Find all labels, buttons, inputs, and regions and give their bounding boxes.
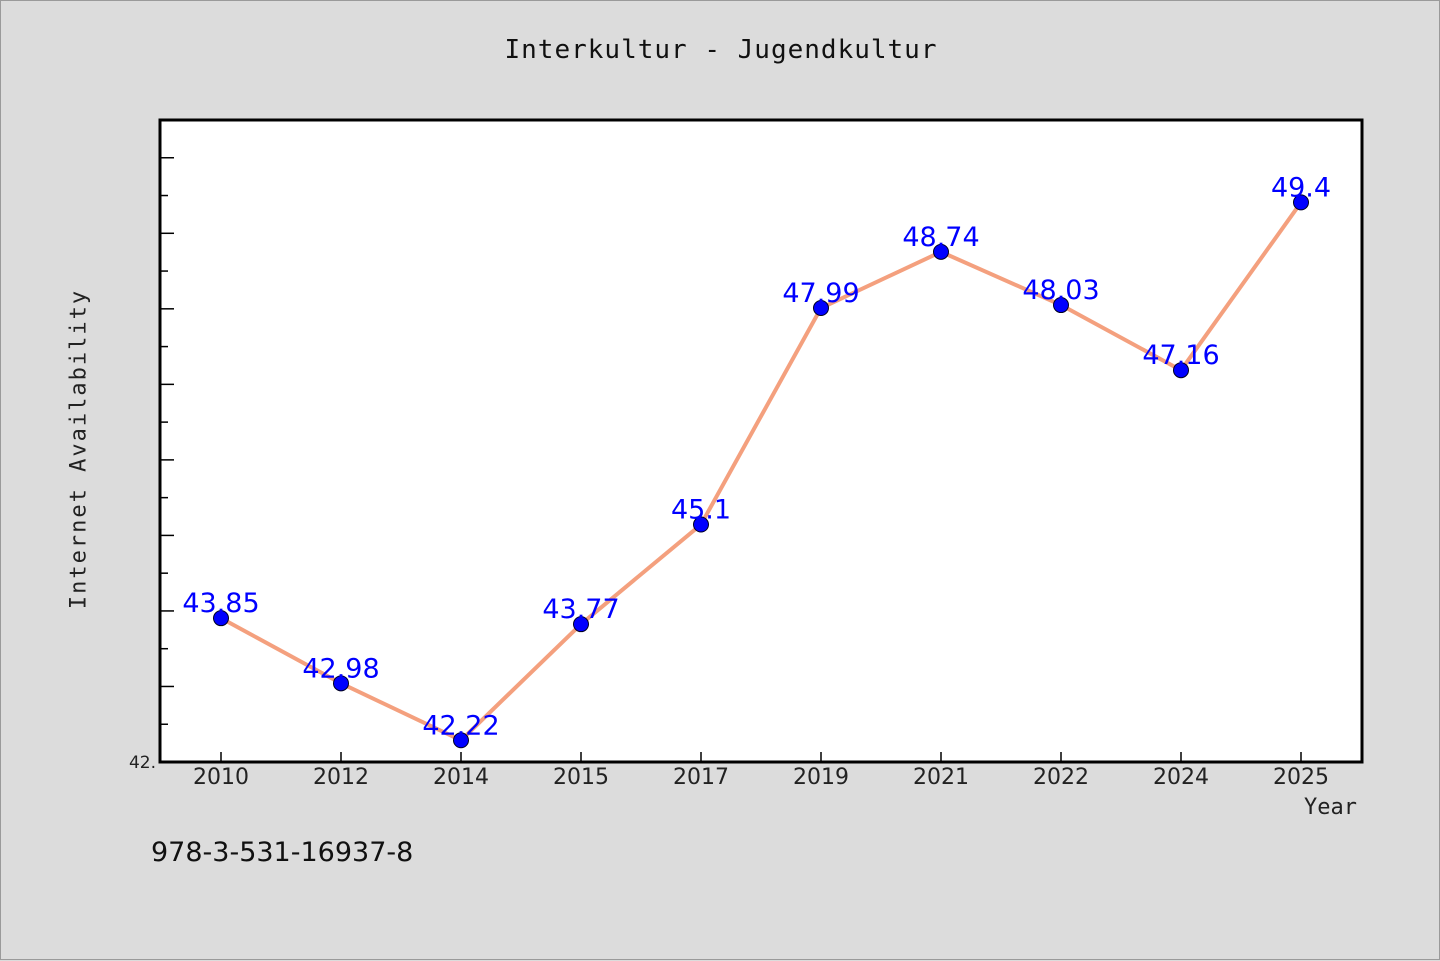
data-label: 43.85 bbox=[182, 588, 259, 619]
data-label: 47.16 bbox=[1142, 340, 1219, 371]
data-label: 48.74 bbox=[902, 222, 979, 253]
x-tick-label: 2021 bbox=[913, 765, 969, 790]
data-label: 42.22 bbox=[422, 710, 499, 741]
data-label: 42.98 bbox=[302, 653, 379, 684]
x-axis-ticks: 2010 2012 2014 2015 2017 2019 2021 2022 2024 2025 bbox=[193, 752, 1329, 790]
data-point bbox=[1293, 194, 1309, 211]
y-tick-label: 42. bbox=[129, 753, 156, 773]
data-point bbox=[333, 675, 349, 692]
data-point bbox=[813, 300, 829, 317]
x-tick-label: 2014 bbox=[433, 765, 489, 790]
plot-area bbox=[158, 118, 1364, 764]
x-tick-label: 2024 bbox=[1153, 765, 1209, 790]
data-point bbox=[453, 732, 469, 749]
x-axis-label: Year bbox=[1304, 795, 1357, 820]
series-line bbox=[220, 201, 1303, 743]
series-lines bbox=[220, 201, 1303, 743]
data-label: 43.77 bbox=[542, 594, 619, 625]
x-tick-label: 2022 bbox=[1033, 765, 1089, 790]
data-labels: 43.85 42.98 42.22 43.77 45.1 47.99 48.74 48.03 4… bbox=[182, 172, 1331, 741]
data-label: 47.99 bbox=[782, 278, 859, 309]
chart-title: Interkultur - Jugendkultur bbox=[504, 35, 938, 65]
data-point bbox=[693, 516, 709, 533]
x-tick-label: 2012 bbox=[313, 765, 369, 790]
data-point bbox=[573, 616, 589, 633]
x-tick-label: 2017 bbox=[673, 765, 729, 790]
data-point bbox=[933, 243, 949, 260]
series-markers bbox=[213, 194, 1309, 749]
x-tick-label: 2015 bbox=[553, 765, 609, 790]
data-point bbox=[213, 610, 229, 627]
data-label: 48.03 bbox=[1022, 275, 1099, 306]
data-label: 49.4 bbox=[1271, 172, 1331, 203]
data-label: 45.1 bbox=[671, 495, 731, 526]
x-tick-label: 2010 bbox=[193, 765, 249, 790]
y-axis-ticks: 42. bbox=[129, 119, 174, 773]
x-tick-label: 2019 bbox=[793, 765, 849, 790]
x-tick-label: 2025 bbox=[1273, 765, 1329, 790]
isbn-text: 978-3-531-16937-8 bbox=[151, 837, 414, 868]
data-point bbox=[1173, 362, 1189, 379]
data-point bbox=[1053, 297, 1069, 314]
